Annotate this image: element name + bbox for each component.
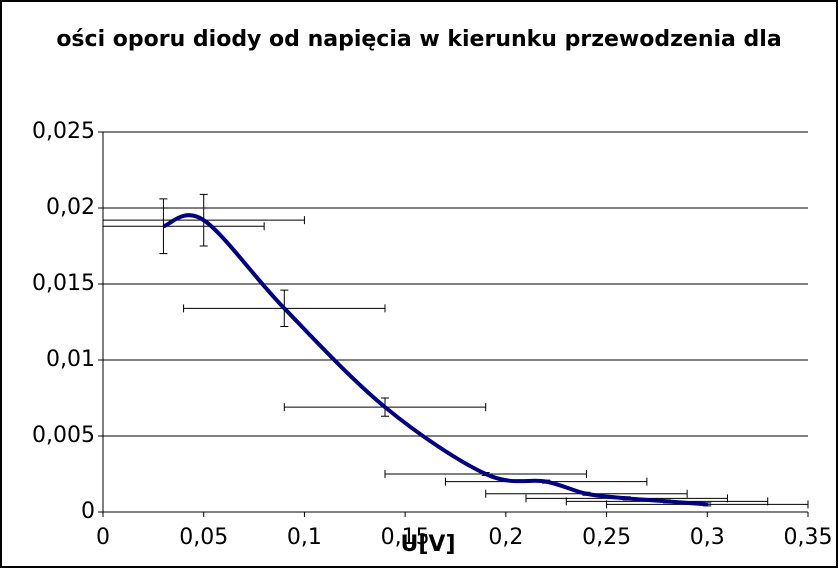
y-tick-label: 0 <box>81 499 95 524</box>
y-tick-label: 0,025 <box>32 119 95 144</box>
x-tick-label: 0,25 <box>582 525 631 550</box>
y-tick-label: 0,01 <box>46 347 95 372</box>
x-tick-label: 0,1 <box>287 525 322 550</box>
y-tick-label: 0,015 <box>32 271 95 296</box>
x-tick-label: 0,35 <box>784 525 833 550</box>
y-tick-label: 0,005 <box>32 423 95 448</box>
chart-title: ości oporu diody od napięcia w kierunku … <box>56 27 781 52</box>
x-tick-label: 0,15 <box>381 525 430 550</box>
x-tick-label: 0,05 <box>179 525 228 550</box>
data-line <box>162 213 708 507</box>
x-tick-label: 0 <box>96 525 110 550</box>
x-axis-label: U[V] <box>401 532 456 557</box>
x-tick-label: 0,2 <box>488 525 523 550</box>
y-tick-label: 0,02 <box>46 195 95 220</box>
x-tick-label: 0,3 <box>690 525 725 550</box>
